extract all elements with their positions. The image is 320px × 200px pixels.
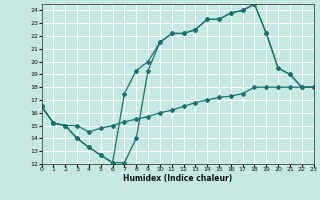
X-axis label: Humidex (Indice chaleur): Humidex (Indice chaleur) — [123, 174, 232, 183]
